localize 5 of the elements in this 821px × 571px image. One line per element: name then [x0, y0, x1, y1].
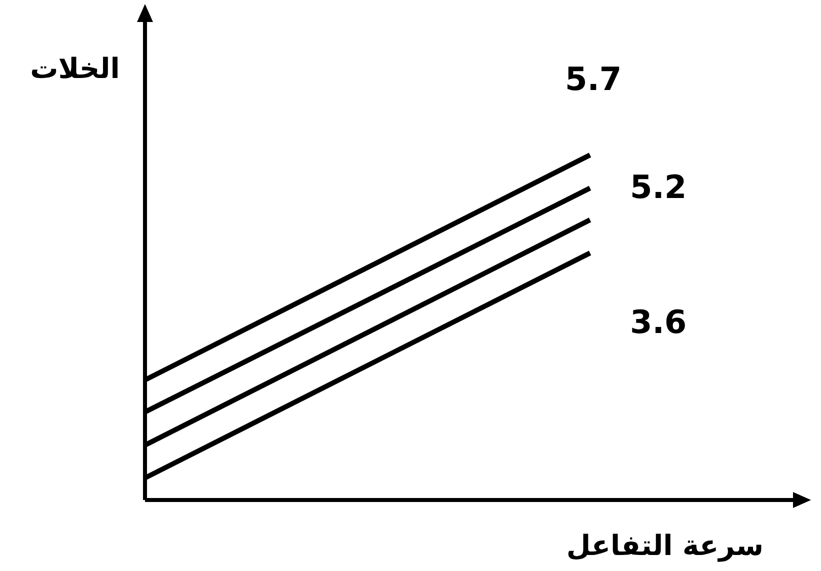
- y-axis-title: الخلات: [30, 52, 120, 85]
- series-label: 5.2: [630, 168, 687, 206]
- x-axis-title: سرعة التفاعل: [566, 529, 764, 562]
- text: 3.6: [630, 302, 687, 341]
- series-label: 5.7: [565, 60, 622, 98]
